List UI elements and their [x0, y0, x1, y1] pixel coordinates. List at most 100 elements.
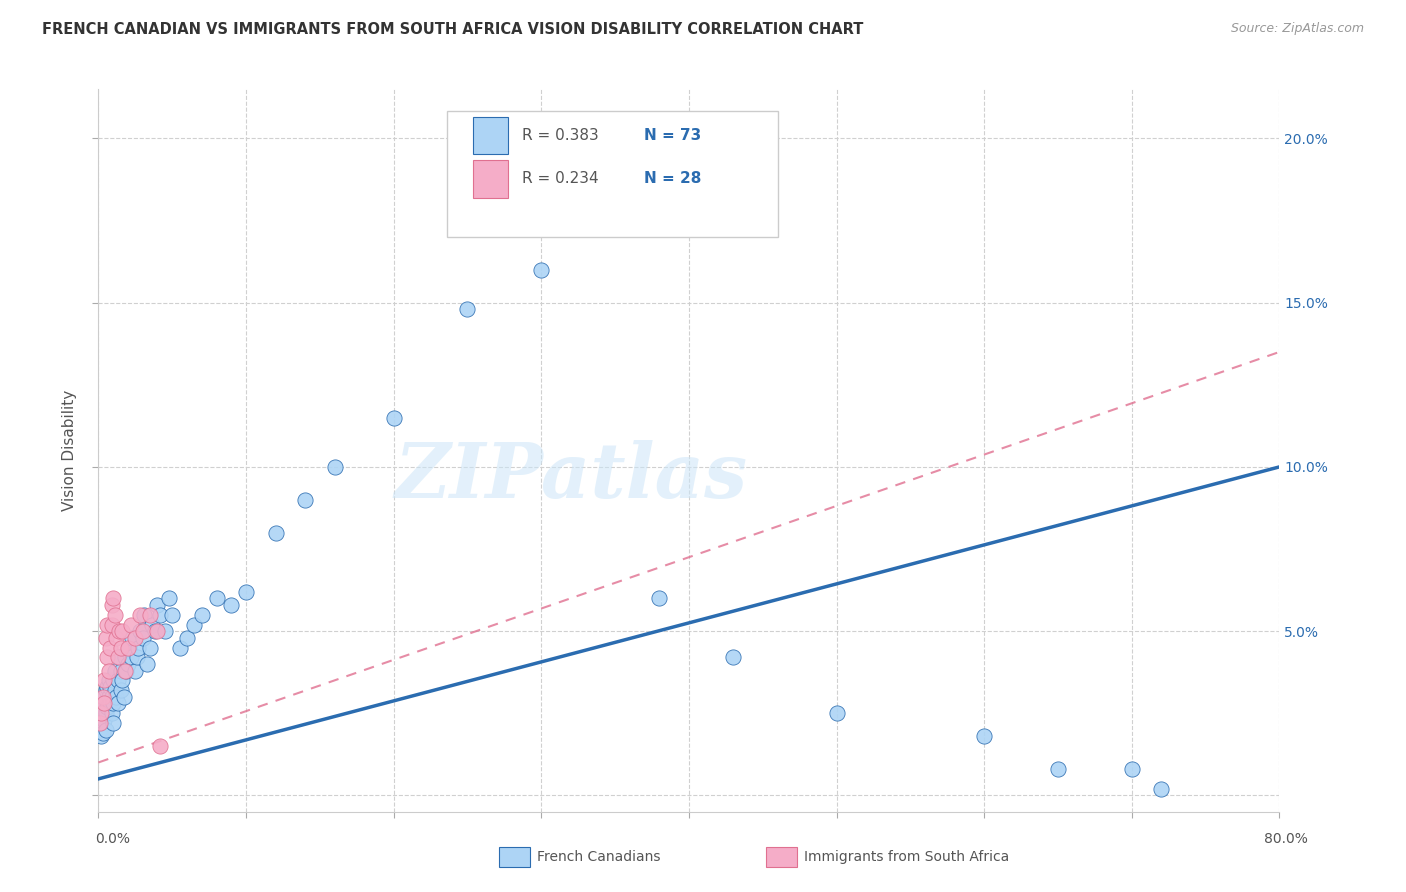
- Point: [90, 716, 112, 731]
- Point: [111, 624, 134, 639]
- Point: [96, 680, 118, 694]
- Text: R = 0.234: R = 0.234: [523, 171, 599, 186]
- Point: [149, 739, 172, 753]
- Point: [146, 624, 169, 639]
- Point: [91, 726, 114, 740]
- Point: [125, 650, 148, 665]
- Point: [143, 624, 166, 639]
- Point: [127, 640, 149, 655]
- Point: [100, 598, 122, 612]
- Point: [1046, 762, 1070, 776]
- Point: [1150, 781, 1173, 796]
- Point: [132, 624, 155, 639]
- Point: [98, 640, 121, 655]
- Point: [114, 650, 136, 665]
- Point: [136, 657, 159, 671]
- Point: [107, 650, 129, 665]
- Point: [112, 690, 135, 704]
- Point: [323, 459, 346, 474]
- FancyBboxPatch shape: [447, 111, 778, 237]
- Point: [103, 673, 125, 688]
- Point: [183, 617, 205, 632]
- Point: [973, 729, 995, 743]
- Point: [104, 683, 127, 698]
- Text: N = 28: N = 28: [644, 171, 702, 186]
- Point: [103, 696, 125, 710]
- Point: [118, 640, 141, 655]
- Point: [264, 525, 287, 540]
- Point: [93, 690, 115, 704]
- Point: [162, 607, 183, 622]
- Point: [107, 696, 129, 710]
- Point: [110, 683, 132, 698]
- Point: [149, 607, 172, 622]
- Point: [134, 607, 156, 622]
- Point: [530, 262, 553, 277]
- Point: [139, 640, 162, 655]
- Point: [96, 617, 118, 632]
- Point: [94, 683, 117, 698]
- Point: [108, 624, 131, 639]
- Point: [94, 631, 117, 645]
- Point: [93, 696, 115, 710]
- Point: [100, 706, 122, 721]
- Point: [169, 640, 191, 655]
- Point: [96, 699, 118, 714]
- Point: [128, 624, 150, 639]
- Point: [114, 664, 136, 678]
- Point: [104, 607, 127, 622]
- Point: [110, 664, 132, 678]
- Text: FRENCH CANADIAN VS IMMIGRANTS FROM SOUTH AFRICA VISION DISABILITY CORRELATION CH: FRENCH CANADIAN VS IMMIGRANTS FROM SOUTH…: [42, 22, 863, 37]
- Point: [382, 410, 405, 425]
- Point: [94, 723, 117, 737]
- Point: [90, 729, 112, 743]
- Point: [93, 713, 115, 727]
- Point: [141, 617, 163, 632]
- Point: [120, 650, 142, 665]
- Point: [97, 673, 120, 688]
- Point: [146, 598, 169, 612]
- Text: 80.0%: 80.0%: [1264, 832, 1308, 846]
- Point: [98, 680, 121, 694]
- Text: R = 0.383: R = 0.383: [523, 128, 599, 143]
- Point: [110, 640, 132, 655]
- Point: [139, 607, 162, 622]
- Point: [124, 631, 146, 645]
- Point: [108, 650, 131, 665]
- Point: [121, 631, 143, 645]
- Point: [1121, 762, 1143, 776]
- Point: [111, 673, 134, 688]
- Point: [100, 617, 122, 632]
- Point: [117, 657, 139, 671]
- Point: [115, 664, 138, 678]
- Text: Source: ZipAtlas.com: Source: ZipAtlas.com: [1230, 22, 1364, 36]
- Point: [103, 591, 125, 606]
- Point: [205, 591, 228, 606]
- Point: [132, 631, 155, 645]
- Point: [97, 690, 120, 704]
- Point: [235, 584, 257, 599]
- Point: [723, 650, 745, 665]
- Text: Immigrants from South Africa: Immigrants from South Africa: [804, 850, 1010, 864]
- Text: N = 73: N = 73: [644, 128, 702, 143]
- Point: [90, 706, 112, 721]
- Point: [96, 650, 118, 665]
- Point: [93, 673, 115, 688]
- Point: [128, 607, 150, 622]
- Point: [94, 706, 117, 721]
- Point: [105, 690, 128, 704]
- Point: [294, 492, 316, 507]
- Point: [153, 624, 176, 639]
- Text: 0.0%: 0.0%: [96, 832, 131, 846]
- Point: [176, 631, 198, 645]
- Point: [124, 664, 146, 678]
- Point: [98, 696, 121, 710]
- Point: [648, 591, 671, 606]
- Point: [104, 664, 127, 678]
- Point: [157, 591, 180, 606]
- Point: [191, 607, 214, 622]
- Text: ZIPatlas: ZIPatlas: [394, 440, 748, 514]
- Text: French Canadians: French Canadians: [537, 850, 661, 864]
- Point: [103, 716, 125, 731]
- Point: [89, 723, 111, 737]
